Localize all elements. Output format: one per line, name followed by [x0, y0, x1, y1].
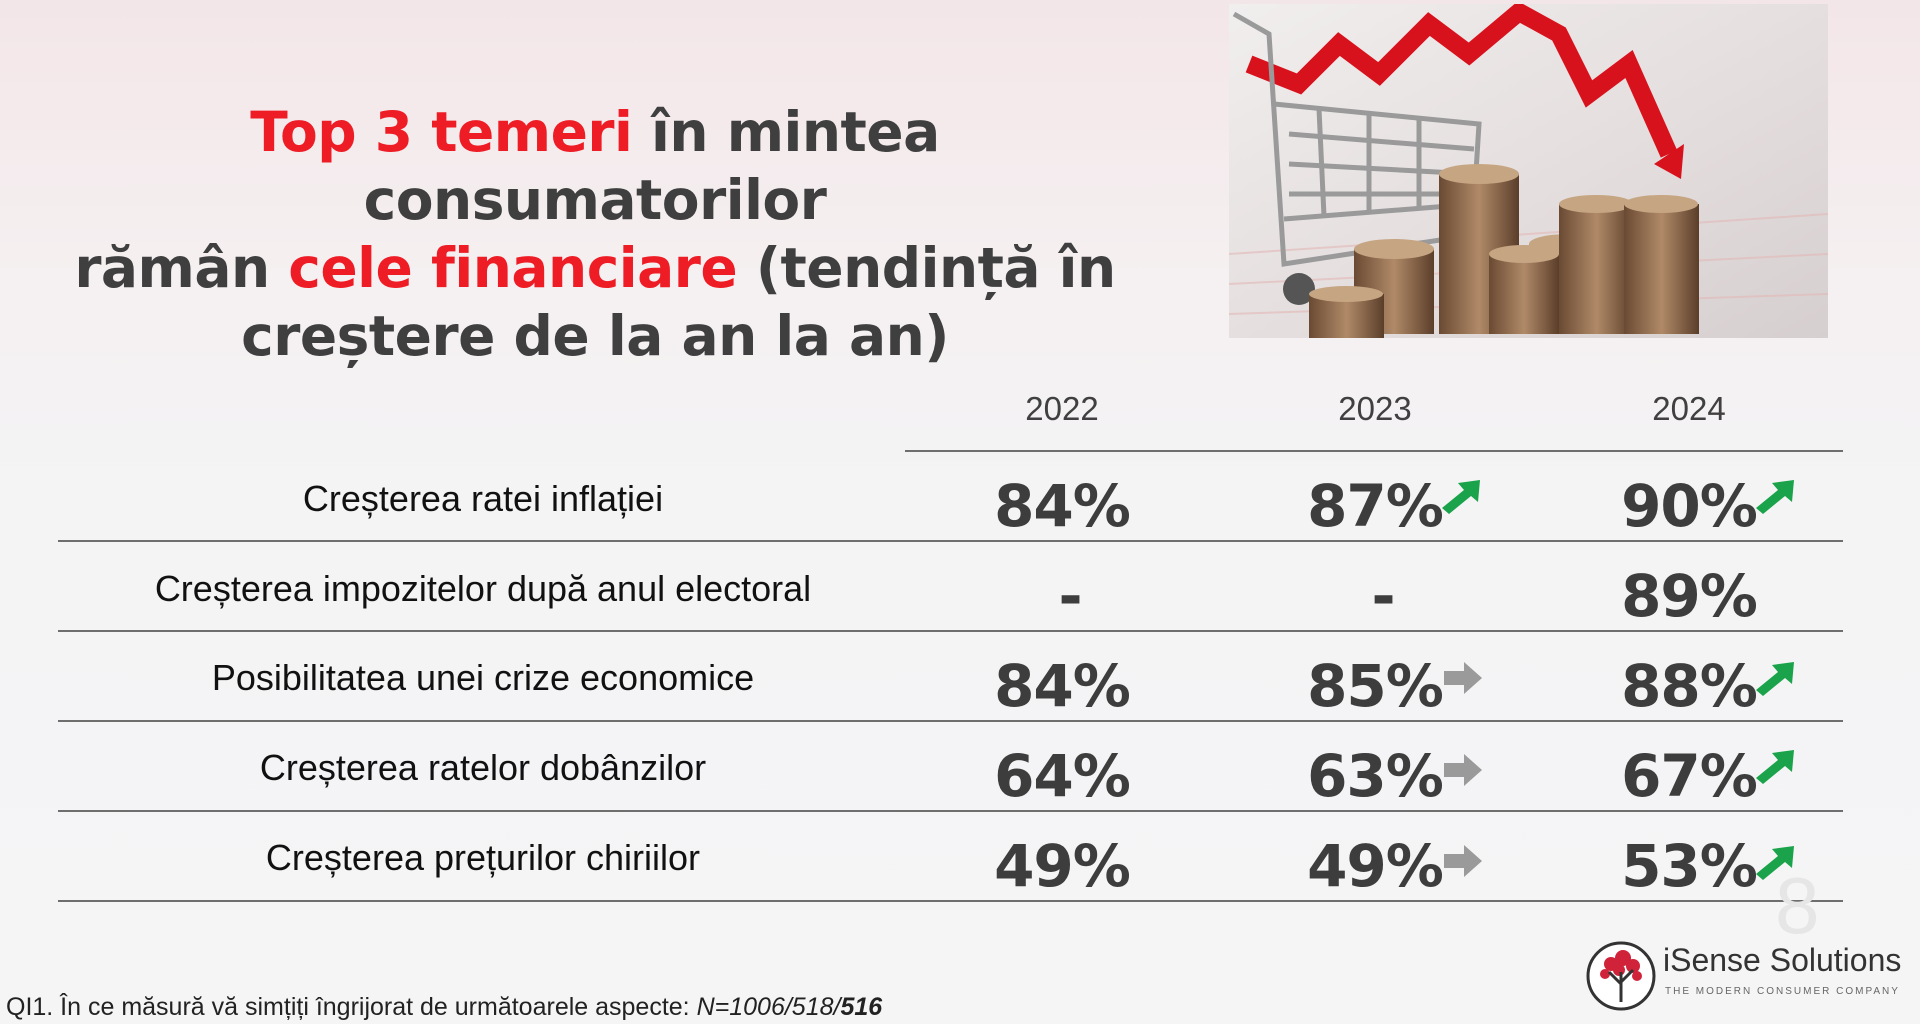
value-inflation-2024: 90% — [1621, 472, 1758, 540]
up-arrow-icon — [1756, 846, 1794, 880]
value-crisis-2022: 84% — [994, 652, 1131, 720]
title-highlight-2: cele financiare — [288, 236, 738, 300]
up-arrow-icon — [1756, 750, 1794, 784]
right-arrow-icon — [1444, 845, 1482, 877]
value-inflation-2023: 87% — [1307, 472, 1444, 540]
row-label-taxes: Creșterea impozitelor după anul electora… — [154, 568, 812, 609]
value-rent-2022: 49% — [994, 832, 1131, 900]
year-header-2023: 2023 — [1338, 390, 1412, 427]
isense-logo: iSense Solutions THE MODERN CONSUMER COM… — [1585, 938, 1905, 1018]
up-arrow-icon — [1756, 480, 1794, 514]
tree-logo-icon — [1586, 941, 1656, 1011]
row-divider — [58, 810, 1843, 812]
logo-name: iSense Solutions — [1663, 942, 1902, 978]
title-text-4: creștere de la an la an) — [241, 304, 949, 368]
value-interest-2024: 67% — [1621, 742, 1758, 810]
value-taxes-2023: - — [1371, 562, 1395, 630]
value-inflation-2022: 84% — [994, 472, 1131, 540]
title-text-1: în mintea consumatorilor — [363, 100, 941, 232]
footnote-sample-size-2024: 516 — [840, 993, 883, 1021]
up-arrow-icon — [1442, 480, 1480, 514]
title-text-2: rămân — [74, 236, 289, 300]
value-rent-2024: 53% — [1621, 832, 1758, 900]
logo-tagline: THE MODERN CONSUMER COMPANY — [1665, 986, 1900, 997]
footnote: QI1. În ce măsură vă simțiți îngrijorat … — [6, 993, 882, 1022]
row-label-interest: Creșterea ratelor dobânzilor — [259, 747, 707, 788]
value-interest-2023: 63% — [1307, 742, 1444, 810]
page-number: 8 — [1775, 861, 1820, 950]
right-arrow-icon — [1444, 754, 1482, 786]
row-divider — [58, 540, 1843, 542]
row-label-inflation: Creșterea ratei inflației — [302, 478, 664, 519]
row-divider — [58, 720, 1843, 722]
value-crisis-2024: 88% — [1621, 652, 1758, 720]
row-label-rent: Creșterea prețurilor chiriilor — [265, 837, 701, 878]
value-crisis-2023: 85% — [1307, 652, 1444, 720]
value-interest-2022: 64% — [994, 742, 1131, 810]
row-divider — [58, 630, 1843, 632]
table-bottom-border — [58, 900, 1843, 902]
up-arrow-icon — [1756, 662, 1794, 696]
right-arrow-icon — [1444, 662, 1482, 694]
title-highlight-1: Top 3 temeri — [250, 100, 633, 164]
title-text-3: (tendință în — [737, 236, 1116, 300]
header-divider — [905, 450, 1843, 452]
slide-title: Top 3 temeri în mintea consumatorilor ră… — [30, 98, 1160, 370]
footnote-question: QI1. În ce măsură vă simțiți îngrijorat … — [6, 993, 697, 1021]
row-label-crisis: Posibilitatea unei crize economice — [211, 657, 755, 698]
year-header-2022: 2022 — [1025, 390, 1099, 427]
value-rent-2023: 49% — [1307, 832, 1444, 900]
shopping-cart-coins-image — [1229, 4, 1828, 338]
year-header-2024: 2024 — [1652, 390, 1726, 427]
footnote-sample-size: N=1006/518/ — [696, 993, 841, 1021]
value-taxes-2022: - — [1058, 562, 1082, 630]
value-taxes-2024: 89% — [1621, 562, 1758, 630]
